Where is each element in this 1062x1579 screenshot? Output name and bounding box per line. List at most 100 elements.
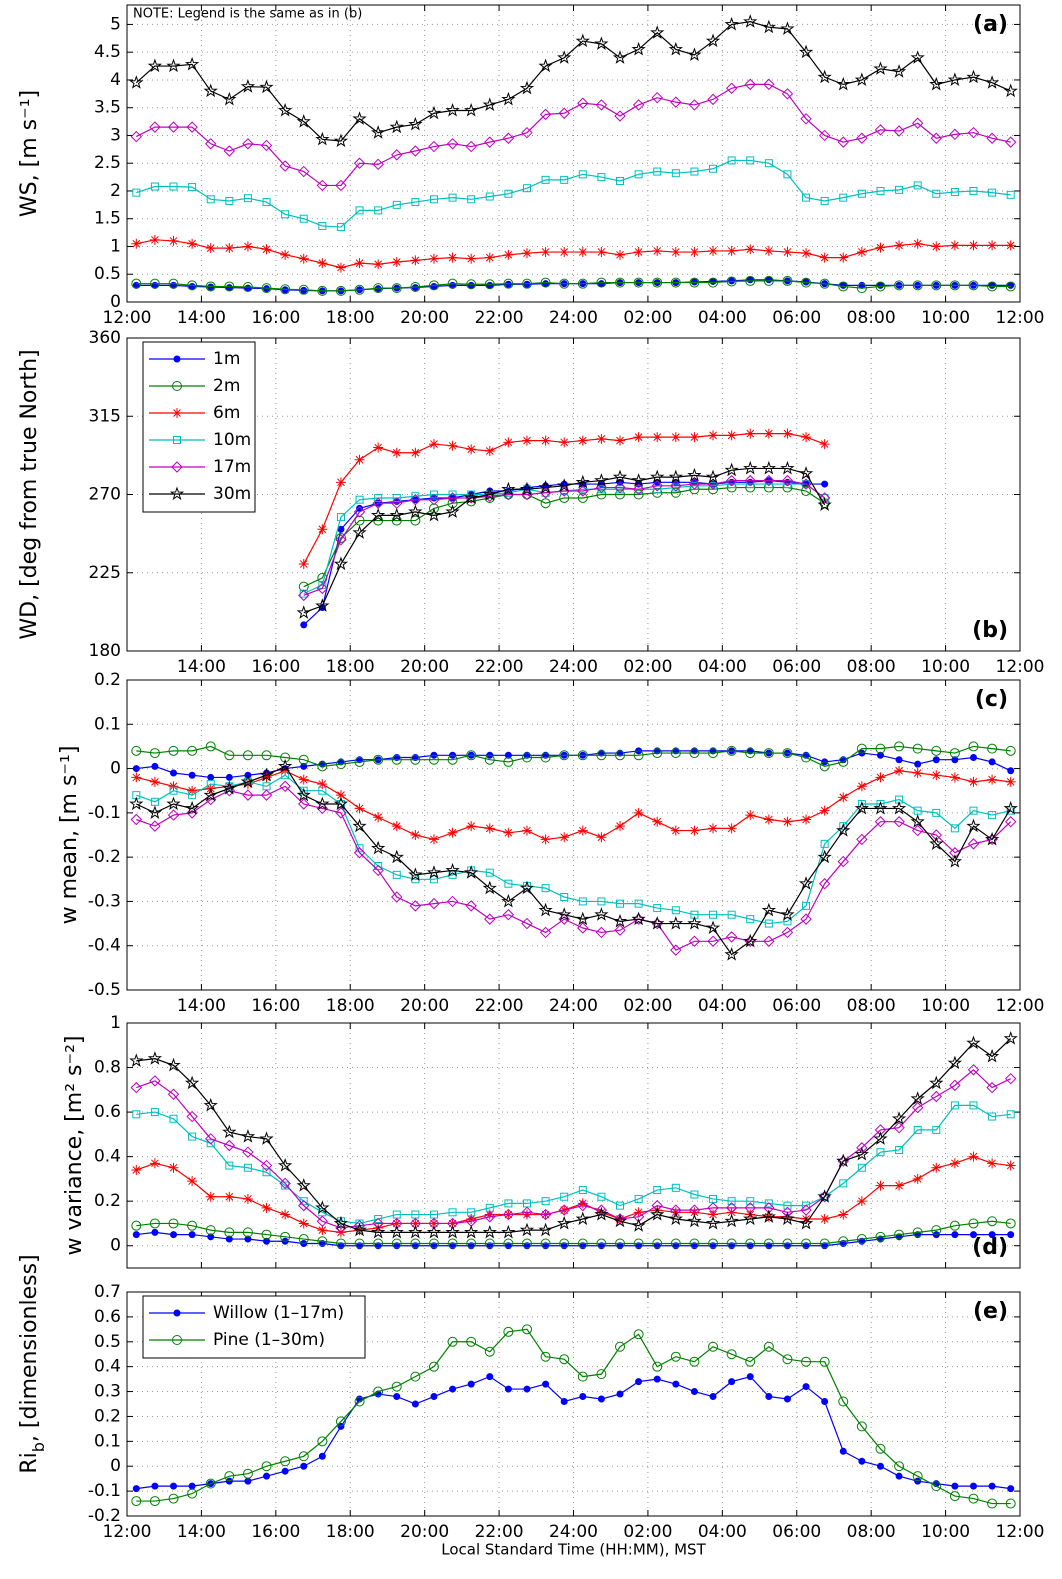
marker: [336, 223, 345, 232]
marker: [745, 1356, 756, 1367]
marker: [482, 97, 497, 112]
marker: [335, 477, 346, 488]
marker: [428, 754, 439, 765]
marker: [1004, 136, 1017, 148]
marker: [705, 1215, 721, 1230]
marker: [521, 825, 532, 836]
marker: [837, 136, 849, 148]
marker: [354, 1238, 365, 1249]
marker: [393, 1393, 401, 1401]
marker: [577, 485, 589, 497]
marker: [783, 1242, 791, 1250]
marker: [652, 277, 663, 288]
y-tick-label: 0.4: [94, 1357, 121, 1377]
marker: [893, 125, 905, 137]
marker: [968, 280, 979, 291]
x-tick-label: 16:00: [251, 1522, 300, 1542]
marker: [333, 796, 349, 811]
marker: [726, 482, 737, 493]
marker: [557, 907, 572, 921]
marker: [521, 435, 532, 446]
marker: [987, 1498, 998, 1509]
marker: [466, 444, 477, 455]
marker: [411, 1242, 419, 1250]
marker: [521, 1209, 532, 1220]
marker: [931, 280, 942, 291]
marker: [131, 745, 142, 756]
marker: [300, 762, 308, 770]
marker: [801, 248, 812, 259]
marker: [242, 282, 253, 293]
marker: [984, 1048, 1000, 1063]
marker: [296, 114, 311, 128]
series-line: [135, 21, 1011, 142]
marker: [596, 489, 607, 500]
x-tick-label: 02:00: [623, 1522, 672, 1542]
marker: [596, 1238, 607, 1249]
marker: [690, 747, 698, 755]
marker: [650, 469, 665, 484]
marker: [819, 1356, 830, 1367]
marker: [186, 1110, 198, 1123]
marker: [838, 756, 849, 767]
marker: [724, 462, 739, 477]
marker: [876, 1462, 884, 1470]
marker: [426, 105, 442, 120]
x-tick-label: 24:00: [549, 308, 598, 328]
marker: [986, 1081, 998, 1094]
marker: [1003, 1031, 1018, 1045]
marker: [671, 906, 680, 915]
marker: [931, 1162, 942, 1173]
marker: [504, 1385, 512, 1393]
marker: [984, 75, 1000, 89]
marker: [482, 1224, 497, 1239]
marker: [502, 1208, 515, 1221]
marker: [728, 1242, 736, 1250]
x-tick-label: 14:00: [177, 308, 226, 328]
panel-label: (a): [973, 12, 1008, 37]
marker: [541, 884, 550, 893]
marker: [728, 1378, 736, 1386]
marker: [281, 210, 290, 219]
marker: [170, 769, 178, 777]
plot-frame: [126, 679, 1021, 991]
marker: [745, 1209, 756, 1220]
marker: [874, 816, 887, 828]
marker: [484, 913, 496, 925]
marker: [333, 556, 349, 571]
marker: [594, 473, 609, 487]
marker: [726, 430, 737, 441]
marker: [504, 879, 513, 888]
x-tick-label: 16:00: [251, 996, 300, 1016]
marker: [335, 262, 346, 273]
marker: [746, 1373, 754, 1381]
marker: [242, 241, 253, 252]
marker: [410, 282, 421, 293]
x-tick-label: 22:00: [475, 308, 524, 328]
marker: [538, 1222, 553, 1237]
marker: [687, 916, 702, 930]
legend-label: 10m: [213, 430, 251, 450]
marker: [836, 823, 851, 837]
marker: [875, 242, 886, 253]
marker: [874, 124, 887, 136]
marker: [147, 58, 163, 73]
marker: [392, 200, 401, 209]
marker: [129, 75, 144, 89]
y-axis-label: WS, [m s⁻¹]: [17, 90, 42, 217]
y-axis-label: Rib, [dimensionless]: [17, 1254, 48, 1473]
marker: [910, 814, 925, 828]
marker: [651, 92, 663, 104]
marker: [911, 117, 924, 129]
marker: [523, 751, 531, 759]
marker: [709, 1242, 717, 1250]
legend-marker: [173, 355, 181, 363]
marker: [373, 283, 384, 294]
marker: [391, 1217, 403, 1230]
marker: [300, 621, 308, 629]
marker: [131, 772, 142, 783]
x-tick-label: 18:00: [326, 1522, 375, 1542]
marker: [131, 1496, 142, 1507]
marker: [318, 1452, 326, 1460]
marker: [519, 481, 535, 496]
